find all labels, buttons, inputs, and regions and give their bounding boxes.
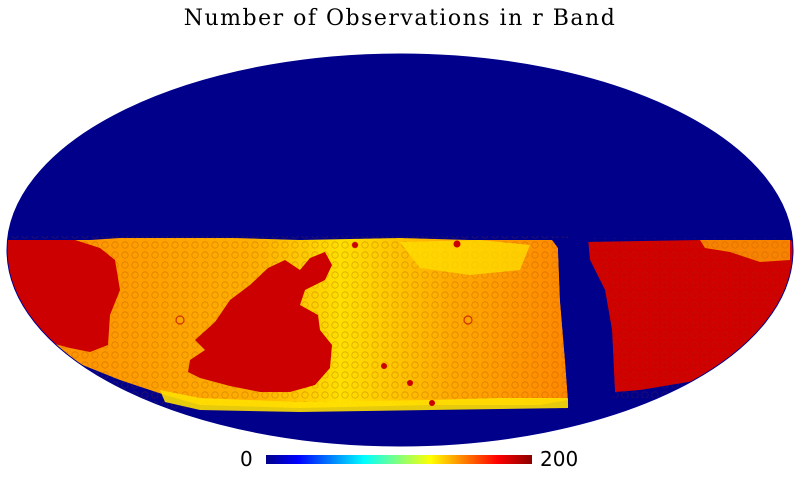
hot-pixel: [429, 400, 435, 406]
map-title: Number of Observations in r Band: [183, 6, 617, 31]
colorbar-max-label: 200: [540, 447, 579, 471]
colorbar-min-label: 0: [240, 447, 253, 471]
pole-marker: [175, 315, 185, 325]
pole-marker: [463, 315, 473, 325]
hot-pixel: [453, 240, 461, 248]
colorbar: [266, 455, 532, 464]
hot-pixel: [381, 363, 387, 369]
low-coverage-fringe: [160, 390, 568, 412]
hot-pixel: [407, 380, 413, 386]
unobserved-gap: [552, 238, 615, 420]
hot-pixel: [352, 242, 358, 248]
high-coverage-central: [188, 252, 332, 392]
